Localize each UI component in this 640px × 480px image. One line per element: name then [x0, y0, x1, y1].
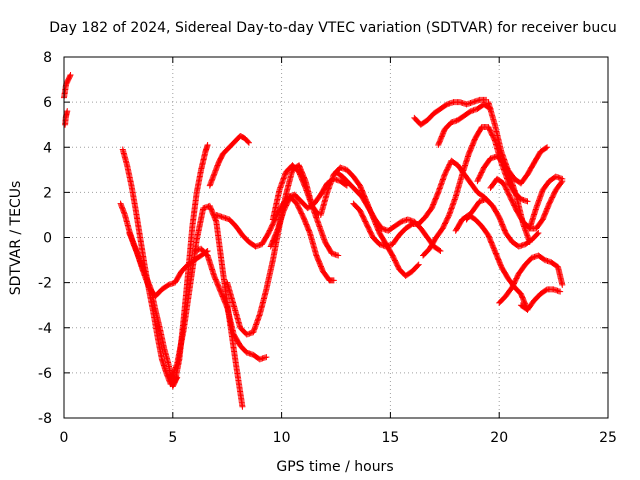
- data-point: [173, 362, 180, 369]
- series-15: [411, 96, 490, 128]
- y-tick-label: 8: [43, 50, 52, 66]
- data-point: [559, 281, 566, 288]
- series-0: [61, 72, 74, 101]
- y-tick-label: -4: [38, 321, 52, 337]
- y-tick-label: -6: [38, 366, 52, 382]
- data-point: [173, 375, 180, 382]
- series-13: [333, 169, 444, 255]
- data-point: [67, 72, 74, 79]
- data-point: [174, 374, 181, 381]
- y-tick-label: 4: [43, 140, 52, 156]
- plot-frame: [63, 56, 609, 419]
- series-19: [463, 196, 542, 250]
- series-24: [526, 173, 566, 232]
- x-tick-label: 10: [273, 430, 291, 446]
- series-12: [317, 164, 422, 279]
- y-axis-label: SDTVAR / TECUs: [8, 181, 24, 296]
- data-point: [524, 198, 531, 205]
- grid-lines: [64, 57, 608, 418]
- data-point: [437, 248, 444, 255]
- series-14: [350, 157, 494, 250]
- data-point: [534, 230, 541, 237]
- data-point: [557, 288, 564, 295]
- data-point: [66, 73, 73, 80]
- series-4: [126, 229, 211, 300]
- x-axis-label: GPS time / hours: [276, 459, 393, 475]
- x-tick-label: 15: [381, 430, 399, 446]
- data-point: [415, 261, 422, 268]
- data-point: [64, 108, 71, 115]
- series-11: [269, 162, 342, 259]
- series-18: [452, 211, 531, 313]
- data-point: [559, 175, 566, 182]
- y-tick-label: 2: [43, 185, 52, 201]
- data-point: [212, 217, 219, 224]
- data-point: [204, 141, 211, 148]
- data-point: [306, 228, 313, 235]
- series-6: [167, 202, 246, 410]
- data-point: [436, 247, 443, 254]
- data-point: [335, 252, 342, 259]
- series-22: [496, 252, 566, 306]
- chart-title: Day 182 of 2024, Sidereal Day-to-day VTE…: [49, 20, 617, 36]
- x-tick-label: 25: [599, 430, 617, 446]
- data-point: [414, 262, 421, 269]
- series-7: [191, 245, 270, 363]
- data-series: [61, 72, 566, 410]
- series-23: [517, 286, 564, 313]
- data-point: [245, 139, 252, 146]
- data-point: [223, 303, 230, 310]
- data-point: [434, 190, 441, 197]
- x-tick-label: 0: [60, 430, 69, 446]
- series-9: [224, 162, 322, 338]
- data-point: [542, 145, 549, 152]
- y-tick-labels: 8 6 4 2 0 -2 -4 -6 -8: [38, 50, 52, 427]
- x-tick-label: 5: [168, 430, 177, 446]
- data-point: [263, 354, 270, 361]
- y-tick-label: -2: [38, 276, 52, 292]
- y-tick-label: 6: [43, 95, 52, 111]
- x-tick-label: 20: [490, 430, 508, 446]
- series-5: [206, 132, 252, 189]
- data-point: [445, 213, 452, 220]
- data-point: [526, 239, 533, 246]
- series-10: [267, 193, 337, 284]
- series-20: [485, 99, 551, 187]
- series-1: [62, 108, 71, 128]
- data-point: [245, 138, 252, 145]
- series-25: [474, 153, 533, 246]
- data-point: [302, 183, 309, 190]
- y-tick-label: -8: [38, 411, 52, 427]
- x-tick-labels: 0 5 10 15 20 25: [60, 430, 617, 446]
- data-point: [330, 277, 337, 284]
- y-tick-label: 0: [43, 231, 52, 247]
- data-point: [535, 229, 542, 236]
- data-point: [544, 144, 551, 151]
- data-point: [239, 403, 246, 410]
- series-16: [435, 101, 494, 148]
